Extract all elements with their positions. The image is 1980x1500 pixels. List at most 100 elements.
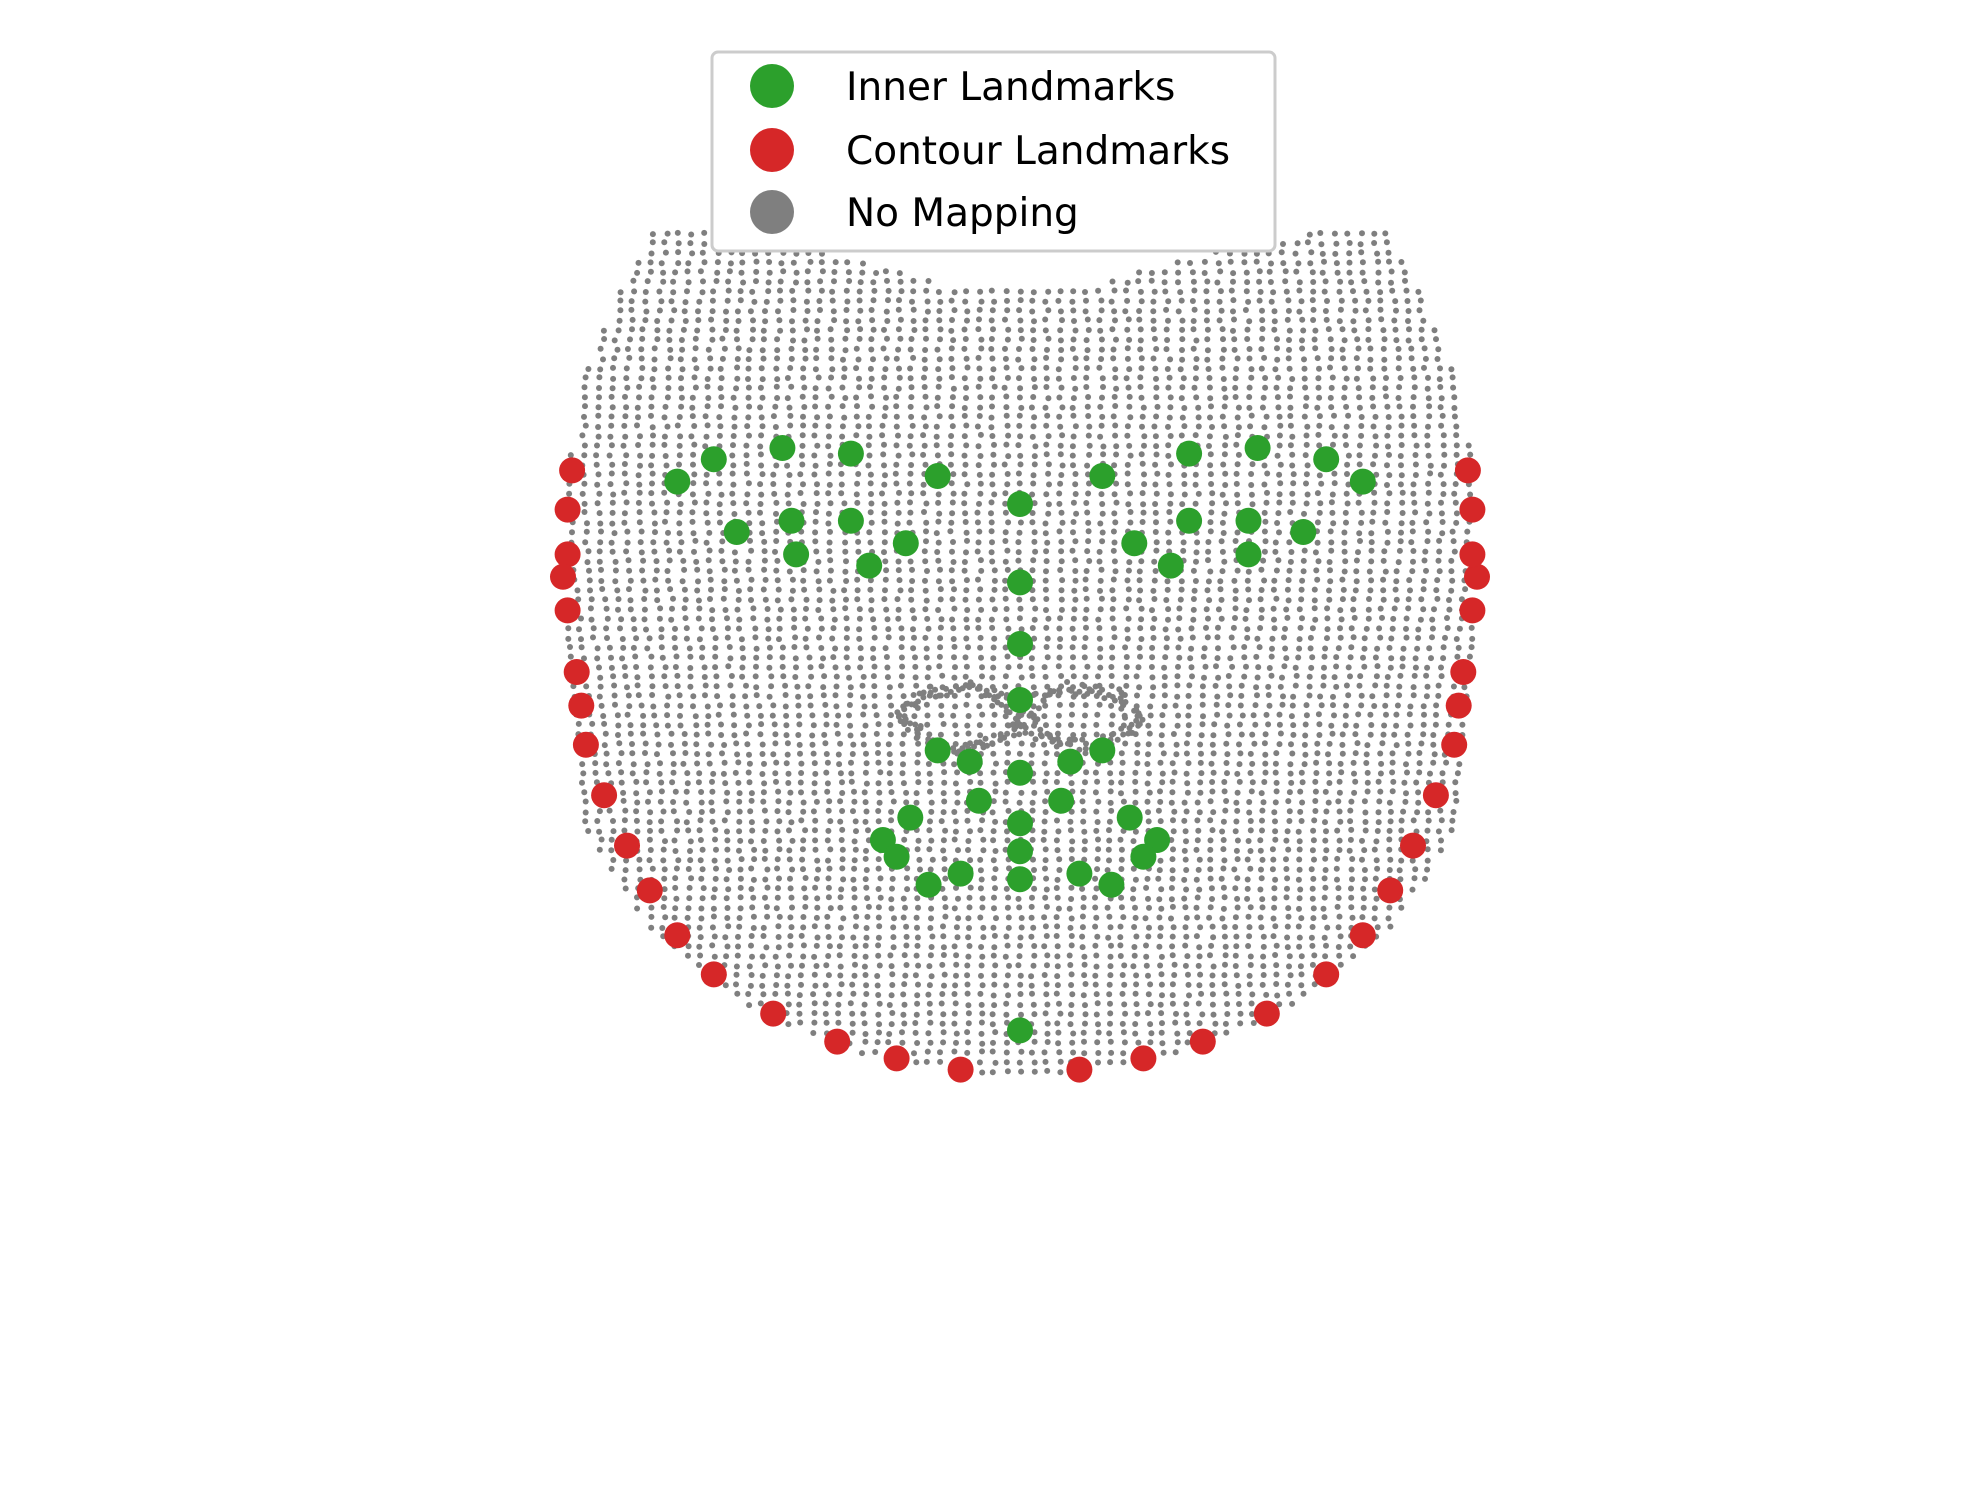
no-mapping-point	[1261, 577, 1268, 584]
no-mapping-point	[749, 336, 756, 343]
no-mapping-point	[655, 741, 662, 748]
no-mapping-point	[1336, 837, 1343, 844]
no-mapping-point	[608, 422, 615, 429]
no-mapping-point	[780, 673, 787, 680]
no-mapping-point	[1219, 828, 1226, 835]
no-mapping-point	[1195, 423, 1202, 430]
no-mapping-point	[964, 807, 971, 814]
no-mapping-point	[1241, 673, 1248, 680]
no-mapping-point	[862, 818, 869, 825]
no-mapping-point	[1304, 462, 1311, 469]
no-mapping-point	[1336, 288, 1343, 295]
no-mapping-point	[908, 394, 915, 401]
no-mapping-point	[1053, 990, 1060, 997]
no-mapping-point	[1315, 375, 1322, 382]
no-mapping-point	[1031, 885, 1038, 892]
no-mapping-point	[1045, 395, 1052, 402]
no-mapping-point	[1185, 692, 1192, 699]
no-mapping-point	[626, 586, 632, 593]
no-mapping-point	[963, 355, 970, 362]
no-mapping-point	[760, 991, 767, 998]
no-mapping-point	[844, 625, 850, 632]
no-mapping-point	[951, 761, 958, 768]
no-mapping-point	[684, 288, 690, 295]
no-mapping-point	[772, 990, 779, 997]
no-mapping-point	[1030, 924, 1037, 931]
no-mapping-point	[852, 923, 859, 930]
no-mapping-point	[1120, 798, 1127, 805]
no-mapping-point	[1360, 885, 1367, 892]
no-mapping-point	[796, 1001, 803, 1008]
no-mapping-point	[1083, 740, 1089, 747]
no-mapping-point	[776, 615, 783, 622]
no-mapping-point	[991, 461, 997, 468]
no-mapping-point	[1143, 953, 1150, 960]
no-mapping-point	[901, 1001, 908, 1008]
no-mapping-point	[1124, 326, 1131, 333]
no-mapping-point	[1271, 318, 1278, 325]
no-mapping-point	[740, 279, 747, 286]
no-mapping-point	[1138, 605, 1145, 612]
no-mapping-point	[1303, 500, 1310, 507]
no-mapping-point	[1312, 549, 1319, 556]
no-mapping-point	[750, 913, 757, 920]
no-mapping-point	[1219, 364, 1226, 371]
no-mapping-point	[774, 557, 781, 564]
no-mapping-point	[875, 886, 882, 892]
no-mapping-point	[1045, 307, 1052, 314]
no-mapping-point	[1248, 788, 1255, 795]
no-mapping-point	[950, 490, 957, 497]
no-mapping-point	[1347, 654, 1354, 661]
no-mapping-point	[1363, 760, 1370, 766]
no-mapping-point	[1151, 596, 1158, 602]
no-mapping-point	[1121, 1001, 1128, 1008]
no-mapping-point	[924, 674, 931, 681]
no-mapping-point	[596, 548, 603, 555]
no-mapping-point	[1247, 865, 1254, 872]
no-mapping-point	[800, 914, 807, 920]
no-mapping-point	[988, 510, 994, 517]
no-mapping-point	[711, 933, 718, 940]
no-mapping-point	[1147, 712, 1154, 719]
no-mapping-point	[579, 490, 586, 497]
no-mapping-point	[868, 607, 875, 613]
no-mapping-point	[879, 432, 886, 439]
no-mapping-point	[624, 528, 631, 535]
no-mapping-point	[876, 1000, 883, 1007]
no-mapping-point	[1132, 788, 1139, 795]
no-mapping-point	[618, 779, 625, 786]
no-mapping-point	[1002, 355, 1009, 362]
no-mapping-point	[965, 915, 972, 922]
no-mapping-point	[1159, 992, 1165, 999]
no-mapping-point	[1342, 722, 1349, 729]
no-mapping-point	[602, 730, 609, 737]
no-mapping-point	[1015, 539, 1022, 546]
no-mapping-point	[1316, 394, 1323, 401]
no-mapping-point	[731, 722, 738, 729]
no-mapping-point	[648, 490, 655, 497]
no-mapping-point	[704, 383, 711, 390]
no-mapping-point	[674, 229, 681, 236]
no-mapping-point	[1427, 470, 1434, 477]
no-mapping-point	[871, 692, 878, 699]
no-mapping-point	[1175, 308, 1182, 315]
no-mapping-point	[883, 654, 890, 660]
no-mapping-point	[1384, 432, 1391, 439]
no-mapping-point	[1329, 374, 1336, 381]
no-mapping-point	[710, 288, 717, 295]
no-mapping-point	[748, 865, 755, 872]
no-mapping-point	[1148, 664, 1155, 670]
no-mapping-point	[1058, 384, 1065, 391]
no-mapping-point	[1322, 953, 1329, 960]
no-mapping-point	[1016, 750, 1023, 757]
no-mapping-point	[1193, 904, 1200, 911]
no-mapping-point	[1161, 674, 1168, 680]
no-mapping-point	[921, 414, 928, 421]
no-mapping-point	[871, 634, 878, 641]
no-mapping-point	[1303, 480, 1309, 487]
no-mapping-point	[610, 857, 617, 863]
no-mapping-point	[811, 780, 818, 787]
no-mapping-point	[907, 346, 914, 353]
no-mapping-point	[1368, 722, 1375, 728]
no-mapping-point	[787, 789, 794, 796]
